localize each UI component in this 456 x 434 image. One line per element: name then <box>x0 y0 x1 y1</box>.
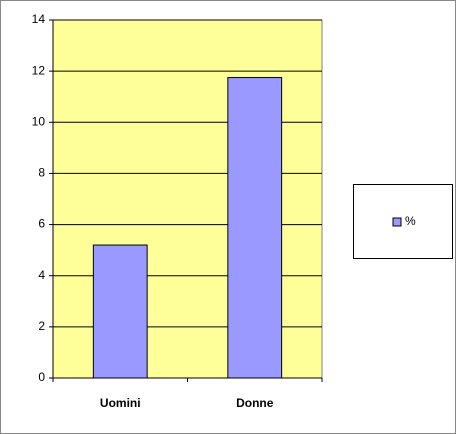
y-tick-label: 12 <box>32 63 46 77</box>
x-tick-label: Uomini <box>100 396 141 410</box>
y-tick-label: 14 <box>32 12 46 26</box>
y-tick-label: 8 <box>38 166 45 180</box>
plot-area: 0 2 4 6 8 10 12 14 Uomini Donne <box>32 12 323 410</box>
y-tick-label: 2 <box>38 319 45 333</box>
legend-swatch <box>392 217 402 227</box>
y-tick-label: 0 <box>38 370 45 384</box>
bar <box>227 77 283 379</box>
y-tick-label: 6 <box>38 217 45 231</box>
y-tick-label: 10 <box>32 114 46 128</box>
bar <box>92 244 148 379</box>
legend-label: % <box>405 214 416 228</box>
y-tick-label: 4 <box>38 268 45 282</box>
x-tick-label: Donne <box>236 396 274 410</box>
legend-box <box>353 184 453 259</box>
